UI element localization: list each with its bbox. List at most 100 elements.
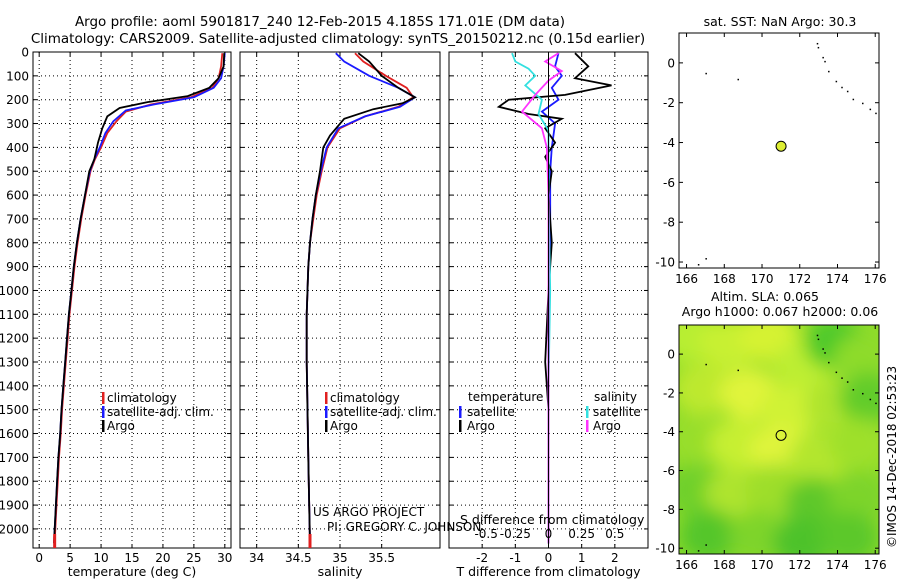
y-tick-label--10: -10 [655, 256, 675, 270]
y-tick-label-1400: 1400 [0, 379, 29, 393]
plot-frame [239, 51, 441, 549]
line-climatology [305, 52, 415, 544]
legend-right-title: salinity [594, 390, 637, 404]
y-tick-label-1600: 1600 [0, 427, 29, 441]
coast-speck [705, 258, 707, 260]
y-tick-label--10: -10 [655, 542, 675, 556]
x-tick-label-35: 35 [332, 551, 347, 565]
coast-speck [816, 334, 819, 337]
line-s-argo [520, 52, 564, 544]
coast-speck [828, 361, 830, 364]
legend-label: satellite-adj. clim. [107, 405, 214, 419]
y-tick-label-100: 100 [6, 69, 29, 83]
y-tick-label-1700: 1700 [0, 451, 29, 465]
y-tick-label-1800: 1800 [0, 475, 29, 489]
title-line-2: Climatology: CARS2009. Satellite-adjuste… [31, 31, 645, 47]
y-tick-label-700: 700 [6, 212, 29, 226]
x-tick-label-166: 166 [675, 272, 698, 286]
coast-speck [817, 46, 820, 49]
coast-speck [816, 42, 819, 45]
line-satellite-adj--clim- [305, 52, 417, 544]
coast-speck [835, 371, 838, 374]
x-axis-label: salinity [318, 564, 363, 579]
y-tick-label-1300: 1300 [0, 356, 29, 370]
coast-speck [869, 108, 872, 111]
sla-blob [829, 470, 879, 523]
x-tick-label--2: -2 [476, 551, 488, 565]
coast-speck [841, 377, 843, 379]
coast-speck [697, 550, 700, 552]
y-tick-label-1200: 1200 [0, 332, 29, 346]
x2-tick-label-0.5: 0.5 [605, 527, 624, 541]
x2-axis-label: S difference from climatology [460, 512, 645, 527]
salinity-panel: 34 34.5 35 35.5 salinity climatologysatellite… [239, 51, 441, 579]
credit-pi: PI: GREGORY C. JOHNSON [327, 520, 481, 534]
x-tick-label--1: -1 [509, 551, 521, 565]
y-tick-label-500: 500 [6, 165, 29, 179]
sla-blob [773, 516, 833, 554]
x-tick-label-172: 172 [788, 558, 811, 572]
coast-speck [846, 90, 849, 93]
x-tick-label-168: 168 [713, 558, 736, 572]
coast-speck [824, 352, 826, 354]
legend-swatch [102, 406, 105, 418]
coast-speck [875, 402, 877, 405]
bottom-marker [308, 534, 312, 548]
sla-blob [759, 386, 819, 439]
x-tick-label-170: 170 [751, 272, 774, 286]
float-marker [775, 140, 787, 152]
legend-swatch [325, 406, 328, 418]
line-satellite-adj--clim- [53, 53, 226, 544]
y-tick-label-800: 800 [6, 236, 29, 250]
sla-title-line-2: Argo h1000: 0.067 h2000: 0.06 [682, 304, 879, 319]
legend-label: satellite-adj. clim. [330, 405, 437, 419]
sla-blob [829, 418, 879, 471]
x-tick-label-35.5: 35.5 [368, 551, 395, 565]
sst-map-title: sat. SST: NaN Argo: 30.3 [704, 14, 857, 29]
legend-swatch [325, 420, 328, 432]
x-tick-label-10: 10 [93, 551, 108, 565]
y-tick-label--6: -6 [663, 464, 675, 478]
y-tick-label-1500: 1500 [0, 403, 29, 417]
credit-project: US ARGO PROJECT [313, 505, 425, 519]
x-tick-label-0: 0 [545, 551, 553, 565]
float-marker [775, 429, 787, 441]
y-tick-label-900: 900 [6, 260, 29, 274]
line-s-satellite [511, 52, 552, 544]
x-axis-label: temperature (deg C) [68, 564, 197, 579]
coast-speck [824, 60, 826, 63]
x-tick-label-15: 15 [124, 551, 139, 565]
sla-title-line-1: Altim. SLA: 0.065 [711, 289, 819, 304]
x2-tick-label-0.25: 0.25 [568, 527, 595, 541]
legend-label: Argo [330, 419, 358, 433]
x-tick-label-174: 174 [826, 558, 849, 572]
series-group [53, 53, 226, 544]
y-tick-label-0: 0 [667, 56, 675, 70]
x-tick-label-176: 176 [864, 272, 887, 286]
legend-swatch [102, 420, 105, 432]
x2-tick-label--0.25: -0.25 [500, 527, 531, 541]
coast-speck [822, 56, 824, 59]
line-argo [305, 52, 417, 544]
legend-label: satellite [467, 405, 515, 419]
legend-label: Argo [467, 419, 495, 433]
y-tick-label-1000: 1000 [0, 284, 29, 298]
title-line-1: Argo profile: aoml 5901817_240 12-Feb-20… [75, 14, 565, 30]
y-tick-label--8: -8 [663, 503, 675, 517]
x-tick-label-5: 5 [66, 551, 74, 565]
y-tick-label--4: -4 [663, 136, 675, 150]
coast-speck [705, 363, 707, 366]
x-tick-label-25: 25 [186, 551, 201, 565]
line-argo [53, 53, 226, 544]
sla-blob [679, 363, 733, 416]
x-tick-label-170: 170 [751, 558, 774, 572]
legend-swatch [459, 420, 462, 432]
coast-speck [852, 98, 855, 101]
series-group [305, 52, 417, 544]
y-tick-label-400: 400 [6, 141, 29, 155]
y-tick-label-1900: 1900 [0, 499, 29, 513]
x-tick-label-2: 2 [611, 551, 619, 565]
x-tick-label-168: 168 [713, 272, 736, 286]
